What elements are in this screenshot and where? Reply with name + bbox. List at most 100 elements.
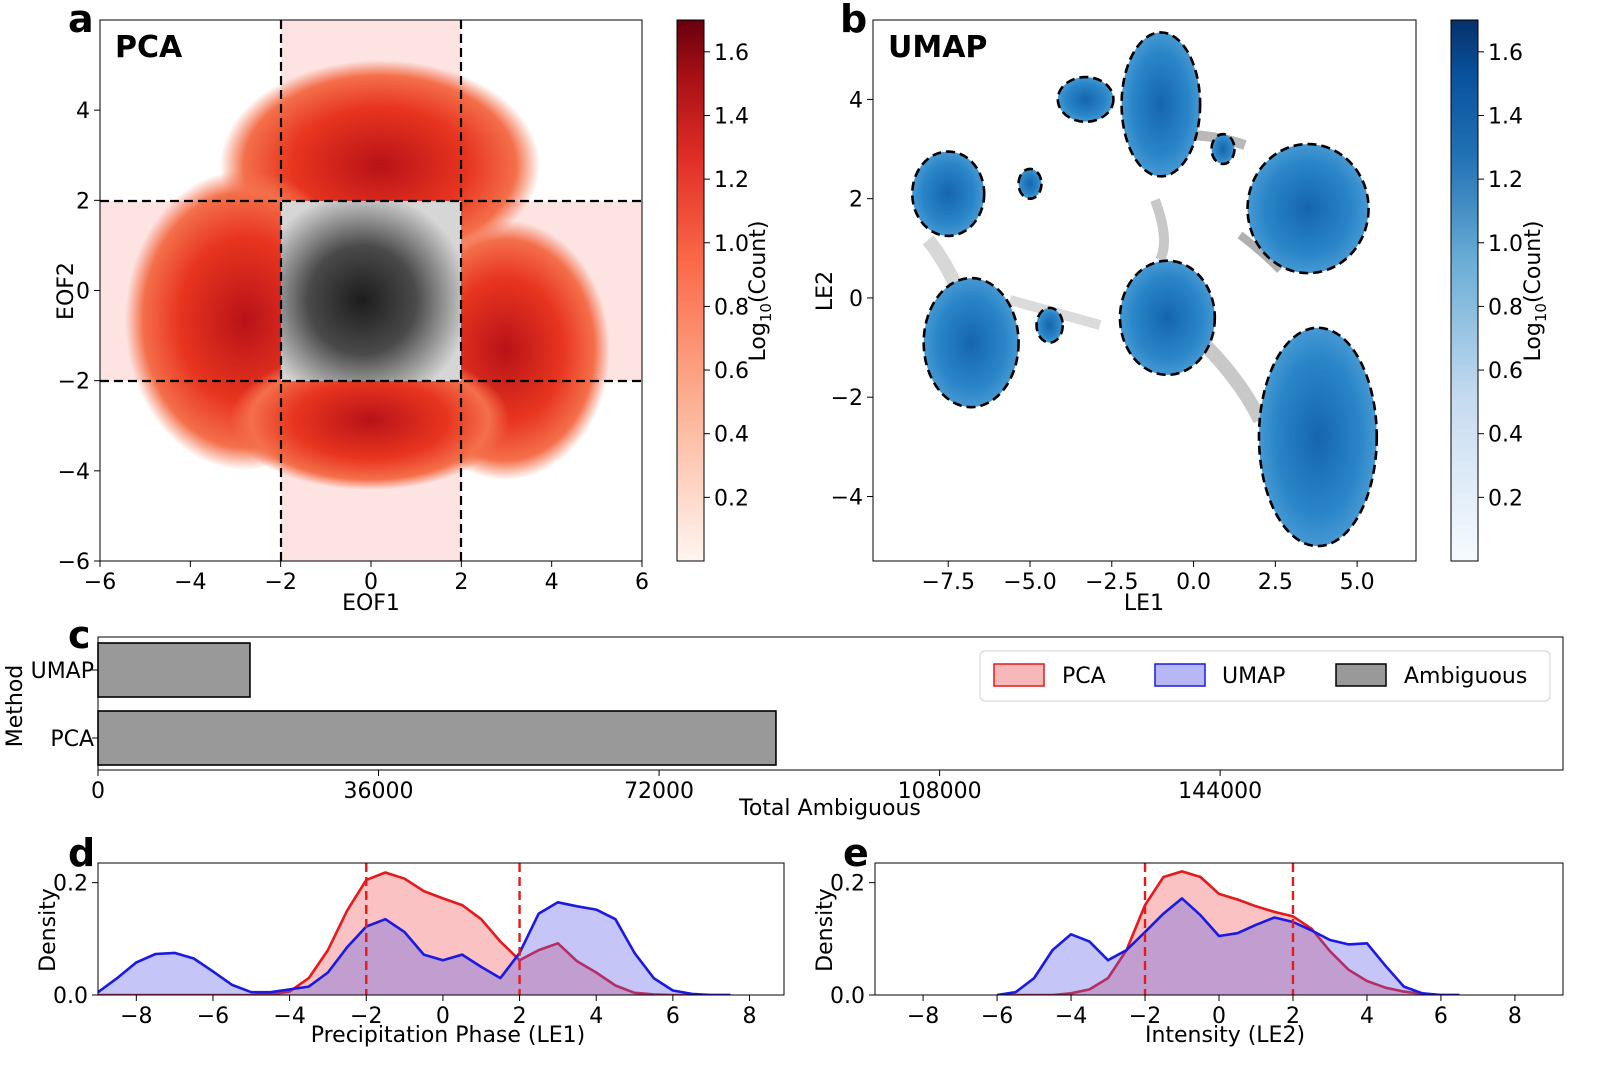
y-tick-label: 0 (849, 287, 863, 312)
colorbar-tick-label: 0.4 (714, 423, 749, 448)
umap-axes-frame (872, 19, 1417, 562)
x-tick-label: 4 (545, 570, 559, 595)
bar-x-label: Total Ambiguous (738, 796, 921, 821)
phase-y-label: Density (36, 888, 61, 972)
umap-x-ticks: −7.5 −5.0 −2.5 0.0 2.5 5.0 (922, 561, 1375, 595)
umap-y-label: LE2 (813, 271, 838, 311)
x-tick-label: −7.5 (922, 570, 975, 595)
umap-colorbar-label-main: Log (1521, 322, 1546, 361)
umap-title: UMAP (888, 30, 987, 65)
x-tick-label: 6 (666, 1004, 680, 1029)
umap-clusters (910, 31, 1379, 548)
colorbar-tick-label: 1.6 (1488, 41, 1523, 66)
legend-label-pca: PCA (1062, 664, 1106, 689)
phase-x-label: Precipitation Phase (LE1) (311, 1023, 586, 1048)
colorbar-tick-label: 1.0 (1488, 232, 1523, 257)
colorbar-tick-label: 1.0 (714, 232, 749, 257)
umap-y-ticks: −4 −2 0 2 4 (831, 88, 873, 510)
umap-cluster (1257, 326, 1379, 548)
legend-swatch-umap (1154, 663, 1206, 687)
x-tick-label: −4 (273, 1004, 305, 1029)
colorbar-tick-label: 1.4 (714, 104, 749, 129)
x-tick-label: 0 (1212, 1004, 1226, 1029)
panel-label-e: e (843, 831, 869, 875)
colorbar-tick-label: 1.6 (714, 41, 749, 66)
pca-title: PCA (115, 30, 183, 65)
umap-cluster (910, 150, 986, 238)
pca-colorbar-ticks: 0.2 0.4 0.6 0.8 1.0 1.2 1.4 1.6 (704, 41, 749, 511)
umap-colorbar-ticks: 0.2 0.4 0.6 0.8 1.0 1.2 1.4 1.6 (1478, 41, 1523, 511)
y-tick-label: 2 (76, 189, 90, 214)
x-tick-label: 0 (436, 1004, 450, 1029)
y-tick-label: 0.2 (53, 872, 88, 897)
umap-cluster (1210, 132, 1236, 166)
colorbar-tick-label: 0.4 (1488, 423, 1523, 448)
bar-axes-frame (97, 636, 1564, 771)
pca-colorbar (676, 19, 705, 562)
colorbar-tick-label: 0.6 (714, 359, 749, 384)
x-tick-label: 4 (1360, 1004, 1374, 1029)
x-tick-label: 2.5 (1258, 570, 1293, 595)
bar-pca (97, 710, 777, 766)
bar-umap (97, 642, 251, 698)
umap-density-line (996, 897, 1460, 995)
panel-b: b UMAP −7.5 −5.0 −2.5 0.0 2.5 5.0 −4 −2 0 2 4 LE1… (813, 0, 1550, 616)
x-tick-label: −8 (120, 1004, 152, 1029)
umap-cluster (1035, 306, 1065, 344)
colorbar-tick-label: 0.2 (714, 486, 749, 511)
legend-swatch-ambiguous (1335, 663, 1387, 687)
phase-thresholds (365, 863, 521, 995)
phase-density-series (98, 871, 731, 995)
x-tick-label: −6 (84, 570, 116, 595)
umap-ambiguous-bridge (1237, 231, 1283, 273)
x-tick-label: −6 (197, 1004, 229, 1029)
pca-colorbar-label: Log10(Count) (746, 221, 775, 362)
legend-box (979, 650, 1551, 702)
y-tick-label: 0.0 (830, 984, 865, 1009)
x-tick-label: −8 (907, 1004, 939, 1029)
umap-ambiguous-bridge (1150, 198, 1169, 263)
umap-cluster (1056, 75, 1115, 124)
x-tick-label: 2 (1286, 1004, 1300, 1029)
y-tick-label: 4 (849, 88, 863, 113)
intensity-x-label: Intensity (LE2) (1145, 1023, 1305, 1048)
y-tick-label: −2 (58, 370, 90, 395)
x-tick-label: 72000 (624, 779, 694, 804)
x-tick-label: 8 (743, 1004, 757, 1029)
pca-y-label: EOF2 (54, 262, 79, 320)
x-tick-label: 108000 (898, 779, 982, 804)
legend-label-ambiguous: Ambiguous (1404, 664, 1527, 689)
pca-ambiguous-region (281, 201, 461, 381)
y-tick-label: 0 (76, 280, 90, 305)
intensity-thresholds (1143, 863, 1295, 995)
y-tick-label: −2 (831, 386, 863, 411)
pca-y-ticks: −6 −4 −2 0 2 4 (58, 99, 100, 575)
x-tick-label: 144000 (1178, 779, 1262, 804)
intensity-x-ticks: −8 −6 −4 −2 0 2 4 6 8 (907, 995, 1522, 1029)
legend-label-umap: UMAP (1222, 664, 1285, 689)
umap-density-fill (997, 898, 1460, 995)
phase-y-ticks: 0.0 0.2 (53, 872, 98, 1009)
category-label: PCA (50, 727, 94, 752)
y-tick-label: 4 (76, 99, 90, 124)
x-tick-label: 6 (635, 570, 649, 595)
pca-colorbar-label-tail: (Count) (746, 221, 771, 304)
umap-heatmap-area (910, 31, 1379, 548)
phase-axes-frame (97, 862, 785, 996)
x-tick-label: 0 (91, 779, 105, 804)
umap-colorbar-label-sub: 10 (1532, 303, 1550, 322)
y-tick-label: 0.2 (830, 872, 865, 897)
umap-density-fill (98, 902, 731, 995)
category-label: UMAP (31, 659, 94, 684)
umap-density-line (98, 901, 731, 995)
pca-density-line (997, 870, 1460, 995)
colorbar-tick-label: 0.6 (1488, 359, 1523, 384)
umap-cluster (922, 276, 1020, 409)
x-tick-label: −5.0 (1003, 570, 1056, 595)
x-tick-label: −4 (1055, 1004, 1087, 1029)
colorbar-tick-label: 0.2 (1488, 486, 1523, 511)
panel-a: a PCA −6 −4 −2 0 2 4 6 −6 −4 −2 0 2 4 EOF1 EOF2 0.2… (54, 0, 775, 616)
intensity-density-area (996, 863, 1460, 995)
umap-cluster (1120, 31, 1202, 178)
